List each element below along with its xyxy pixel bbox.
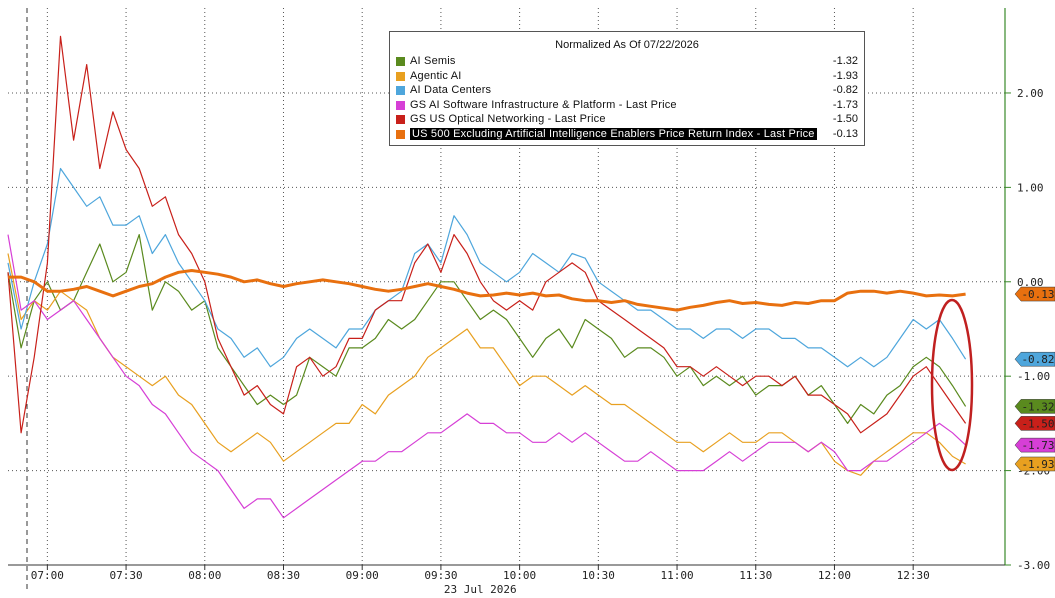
flag-shape: [1014, 399, 1055, 414]
chart-series-group: [7, 35, 967, 519]
flag-value-label: -0.13: [1021, 288, 1054, 301]
x-tick-label: 12:30: [897, 569, 930, 582]
flag-shape: [1014, 286, 1055, 302]
legend-series-name: AI Semis: [410, 55, 456, 67]
series-last-value-flag: -1.73: [1014, 437, 1055, 453]
legend-swatch: [396, 86, 405, 95]
y-tick-label: 1.00: [1017, 181, 1044, 194]
legend-swatch: [396, 115, 405, 124]
series-last-value-flag: -1.93: [1014, 456, 1055, 472]
series-line: [7, 35, 967, 434]
series-last-value-flag: -0.13: [1014, 286, 1055, 302]
legend-item: AI Semis -1.32: [390, 54, 864, 69]
x-tick-label: 10:30: [582, 569, 615, 582]
x-tick-label: 08:00: [188, 569, 221, 582]
x-tick-label: 11:00: [660, 569, 693, 582]
y-tick-label: -1.00: [1017, 370, 1050, 383]
chart-annotation-group: [930, 298, 974, 472]
series-last-value-flag: -1.50: [1014, 416, 1055, 431]
legend-item: US 500 Excluding Artificial Intelligence…: [390, 127, 864, 142]
x-tick-label: 09:30: [424, 569, 457, 582]
legend-series-value: -1.32: [832, 55, 858, 67]
legend-series-value: -1.73: [832, 98, 858, 111]
x-date-label: 23 Jul 2026: [444, 583, 517, 596]
legend-rows: AI Semis -1.32 Agentic AI -1.93 AI Data Cent…: [390, 54, 864, 141]
flag-shape: [1014, 416, 1055, 431]
series-line: [7, 167, 967, 368]
flag-shape: [1014, 437, 1055, 453]
series-last-value-flag: -1.32: [1014, 399, 1055, 414]
x-tick-label: 08:30: [267, 569, 300, 582]
chart-axes: 2.001.000.00-1.00-2.00-3.0007:0007:3008:…: [8, 8, 1055, 596]
flag-shape: [1014, 351, 1055, 367]
legend-series-value: -0.13: [832, 127, 858, 140]
legend-series-name: GS US Optical Networking - Last Price: [410, 113, 606, 125]
legend-item: GS AI Software Infrastructure & Platform…: [390, 98, 864, 113]
x-tick-label: 10:00: [503, 569, 536, 582]
legend-swatch: [396, 100, 405, 110]
x-tick-label: 11:30: [739, 569, 772, 582]
legend-series-name: AI Data Centers: [410, 84, 492, 96]
x-tick-label: 09:00: [346, 569, 379, 582]
y-tick-label: 2.00: [1017, 87, 1044, 100]
legend-item: AI Data Centers -0.82: [390, 83, 864, 98]
flag-value-label: -1.73: [1021, 439, 1054, 452]
highlight-ellipse: [930, 298, 974, 472]
series-line: [8, 269, 966, 312]
legend-series-value: -0.82: [832, 84, 858, 96]
legend-series-name: US 500 Excluding Artificial Intelligence…: [410, 127, 817, 140]
chart-title: Normalized As Of 07/22/2026: [555, 39, 699, 51]
legend-swatch: [396, 57, 405, 66]
series-line: [7, 253, 966, 476]
flag-shape: [1014, 456, 1055, 472]
legend-item: Agentic AI -1.93: [390, 69, 864, 84]
legend-series-name: Agentic AI: [410, 69, 462, 82]
legend-series-name: GS AI Software Infrastructure & Platform…: [410, 98, 677, 111]
series-line: [7, 234, 967, 519]
flag-value-label: -0.82: [1021, 353, 1054, 366]
chart-legend: Normalized As Of 07/22/2026 AI Semis -1.3…: [389, 31, 865, 146]
x-tick-label: 07:00: [31, 569, 64, 582]
legend-item: GS US Optical Networking - Last Price -1.…: [390, 112, 864, 127]
legend-series-value: -1.93: [832, 69, 858, 82]
series-last-value-flag: -0.82: [1014, 351, 1055, 367]
legend-swatch: [396, 129, 405, 139]
flag-value-label: -1.50: [1021, 417, 1054, 430]
x-tick-label: 07:30: [110, 569, 143, 582]
flag-value-label: -1.93: [1021, 458, 1054, 471]
legend-series-value: -1.50: [832, 113, 858, 125]
legend-swatch: [396, 71, 405, 81]
flag-value-label: -1.32: [1021, 400, 1054, 413]
x-tick-label: 12:00: [818, 569, 851, 582]
y-tick-label: 0.00: [1017, 276, 1044, 289]
y-tick-label: -3.00: [1017, 559, 1050, 572]
